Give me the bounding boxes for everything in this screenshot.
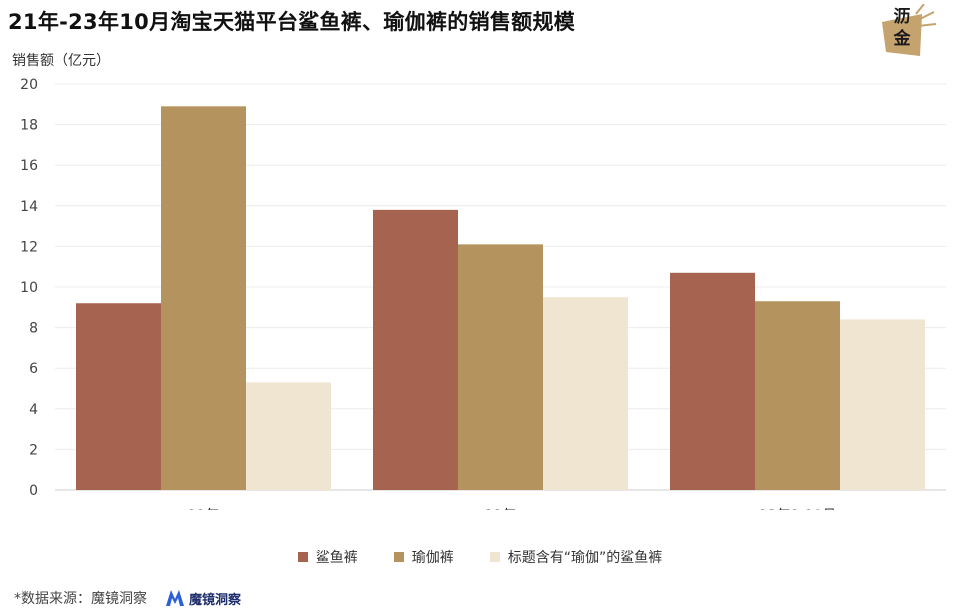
data-source: *数据来源：魔镜洞察 魔镜洞察 — [14, 588, 241, 608]
y-tick-label: 12 — [20, 239, 38, 255]
legend: 鲨鱼裤 瑜伽裤 标题含有“瑜伽”的鲨鱼裤 — [0, 547, 960, 567]
legend-swatch-shark-pants — [297, 552, 308, 562]
chart-title: 21年-23年10月淘宝天猫平台鲨鱼裤、瑜伽裤的销售额规模 — [8, 10, 576, 34]
mirror-logo-icon — [166, 590, 184, 606]
y-tick-label: 4 — [29, 402, 38, 418]
logo-text: 沥金 — [893, 7, 911, 49]
y-tick-label: 8 — [29, 321, 38, 337]
legend-item-yoga-pants: 瑜伽裤 — [393, 547, 454, 567]
bar — [458, 244, 543, 490]
y-tick-label: 10 — [20, 280, 38, 296]
bar — [670, 272, 755, 490]
legend-label-yoga-pants: 瑜伽裤 — [411, 550, 454, 566]
x-tick-label: 21年 — [188, 508, 220, 510]
legend-label-shark-pants: 鲨鱼裤 — [315, 550, 358, 566]
bar — [755, 301, 840, 490]
bar-chart: 0 2 4 6 8 10 12 14 16 18 20 21年 22年 23年1-10月 — [20, 77, 946, 510]
bar — [840, 319, 925, 490]
source-logo: 魔镜洞察 — [165, 589, 241, 608]
bar — [76, 303, 161, 490]
y-tick-label: 20 — [20, 77, 38, 93]
legend-swatch-yoga-pants — [393, 552, 404, 562]
bar — [543, 297, 628, 490]
y-tick-label: 6 — [29, 361, 38, 377]
y-tick-label: 2 — [29, 442, 38, 458]
legend-label-yoga-shark-pants: 标题含有“瑜伽”的鲨鱼裤 — [507, 550, 663, 566]
legend-item-yoga-shark-pants: 标题含有“瑜伽”的鲨鱼裤 — [489, 547, 663, 567]
bar — [161, 106, 246, 490]
y-axis-label: 销售额（亿元） — [12, 53, 110, 69]
y-tick-label: 16 — [20, 158, 38, 174]
source-text: *数据来源：魔镜洞察 — [14, 591, 147, 607]
x-tick-label: 23年1-10月 — [759, 508, 837, 510]
legend-item-shark-pants: 鲨鱼裤 — [297, 547, 358, 567]
y-tick-label: 14 — [20, 199, 38, 215]
bar — [246, 382, 331, 490]
y-tick-label: 18 — [20, 118, 38, 134]
x-tick-label: 22年 — [485, 508, 517, 510]
y-tick-label: 0 — [29, 483, 38, 499]
bar — [373, 209, 458, 491]
brand-logo: 沥金 — [878, 3, 938, 60]
source-logo-text: 魔镜洞察 — [189, 592, 242, 608]
legend-swatch-yoga-shark-pants — [489, 552, 500, 562]
logo-shape-icon — [882, 3, 937, 56]
